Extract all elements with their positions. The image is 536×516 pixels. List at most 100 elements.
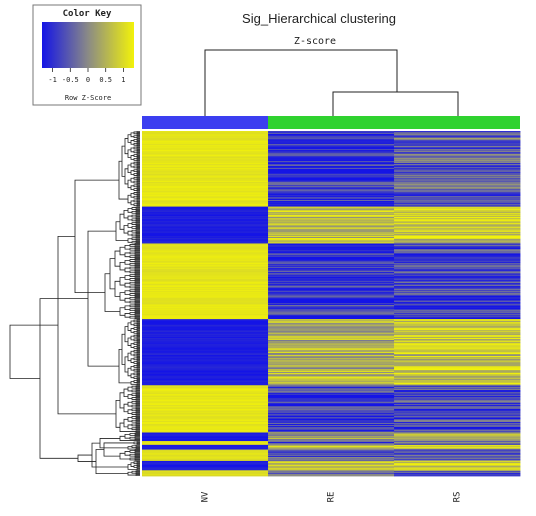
heatmap-cell [142,463,269,466]
heatmap-cell [142,435,269,437]
row-dendrogram-branch [129,270,135,274]
heatmap-cell [268,234,395,236]
row-dendrogram-branch [136,339,140,342]
heatmap-cell [268,331,395,333]
row-dendrogram-branch [136,161,140,164]
heatmap-cell [142,425,269,428]
heatmap-cell [142,298,269,300]
heatmap-cell [394,194,521,196]
heatmap-cell [394,366,521,368]
heatmap-cell [268,303,395,306]
row-dendrogram-branch [131,389,136,393]
heatmap-cell [394,411,521,414]
row-dendrogram-branch [129,259,135,262]
heatmap-cell [268,333,395,335]
heatmap-cell [268,467,395,469]
row-dendrogram-branch [124,290,130,295]
heatmap-cell [394,288,521,291]
row-dendrogram-branch [129,251,135,255]
row-dendrogram-branch [134,271,140,274]
heatmap-cell [394,429,521,432]
row-dendrogram-branch [104,273,120,312]
row-dendrogram-branch [133,465,137,468]
row-dendrogram-branch [134,307,140,310]
row-dendrogram-branch [131,218,136,222]
row-dendrogram-branch [129,315,135,319]
heatmap-cell [142,449,269,451]
heatmap-cell [268,179,395,181]
color-key-xlabel: Row Z-Score [65,94,111,102]
heatmap-cell [268,231,395,233]
heatmap-cell [268,338,395,341]
heatmap-cell [394,215,521,217]
heatmap-cell [268,253,395,256]
heatmap-cell [394,252,521,255]
heatmap-cell [394,359,521,362]
heatmap-cell [268,380,395,382]
row-dendrogram-branch [136,383,140,386]
heatmap-cell [142,438,269,440]
heatmap-cell [142,236,269,239]
heatmap-cell [394,407,521,409]
heatmap-cell [394,397,521,399]
heatmap-cell [268,187,395,190]
chart-title: Sig_Hierarchical clustering [242,11,396,26]
heatmap-cell [142,272,269,275]
heatmap-cell [142,162,269,164]
row-dendrogram-branch [135,413,140,416]
heatmap-cell [394,421,521,423]
heatmap-cell [142,192,269,194]
row-dendrogram-branch [130,177,134,183]
heatmap-cell [268,143,395,145]
heatmap-cell [268,259,395,261]
heatmap-cell [268,297,395,299]
heatmap-cell [268,136,395,139]
row-dendrogram-branch [134,247,140,250]
heatmap-cell [142,357,269,360]
heatmap-cell [142,372,269,375]
heatmap-cell [142,331,269,333]
row-dendrogram-branch [136,165,140,167]
heatmap-cell [268,402,395,404]
row-dendrogram-branch [124,138,128,155]
heatmap-cell [268,185,395,188]
heatmap-cell [142,293,269,295]
row-dendrogram-branch [135,225,140,228]
heatmap-cell [142,305,269,308]
heatmap-cell [268,254,395,257]
row-dendrogram-branch [134,296,140,299]
heatmap-cell [268,153,395,156]
heatmap-cell [394,313,521,315]
heatmap-cell [142,274,269,277]
heatmap-cell [268,439,395,441]
heatmap-cell [268,441,395,443]
heatmap-cell [394,308,521,311]
row-dendrogram-branch [135,231,140,234]
heatmap-cell [142,248,269,250]
heatmap-cell [142,256,269,259]
row-dendrogram-branch [135,223,140,226]
heatmap-cell [268,169,395,172]
heatmap-cell [142,219,269,222]
heatmap-cell [268,332,395,334]
heatmap-cell [268,207,395,209]
row-dendrogram-branch [133,368,137,372]
heatmap-cell [268,411,395,414]
heatmap-cell [142,189,269,191]
row-dendrogram-branch [127,208,132,213]
heatmap-cell [142,198,269,200]
heatmap-cell [142,460,269,463]
heatmap-cell [142,379,269,381]
heatmap-cell [394,199,521,201]
row-dendrogram-branch [123,403,128,413]
heatmap-cell [268,279,395,281]
heatmap-cell [394,367,521,369]
heatmap-cell [394,251,521,254]
row-dendrogram-branch [131,222,136,225]
heatmap-cell [268,205,395,208]
heatmap-cell [394,343,521,346]
heatmap-cell [268,314,395,316]
heatmap-cell [268,395,395,398]
heatmap-cell [268,458,395,460]
row-dendrogram-branch [136,351,140,354]
